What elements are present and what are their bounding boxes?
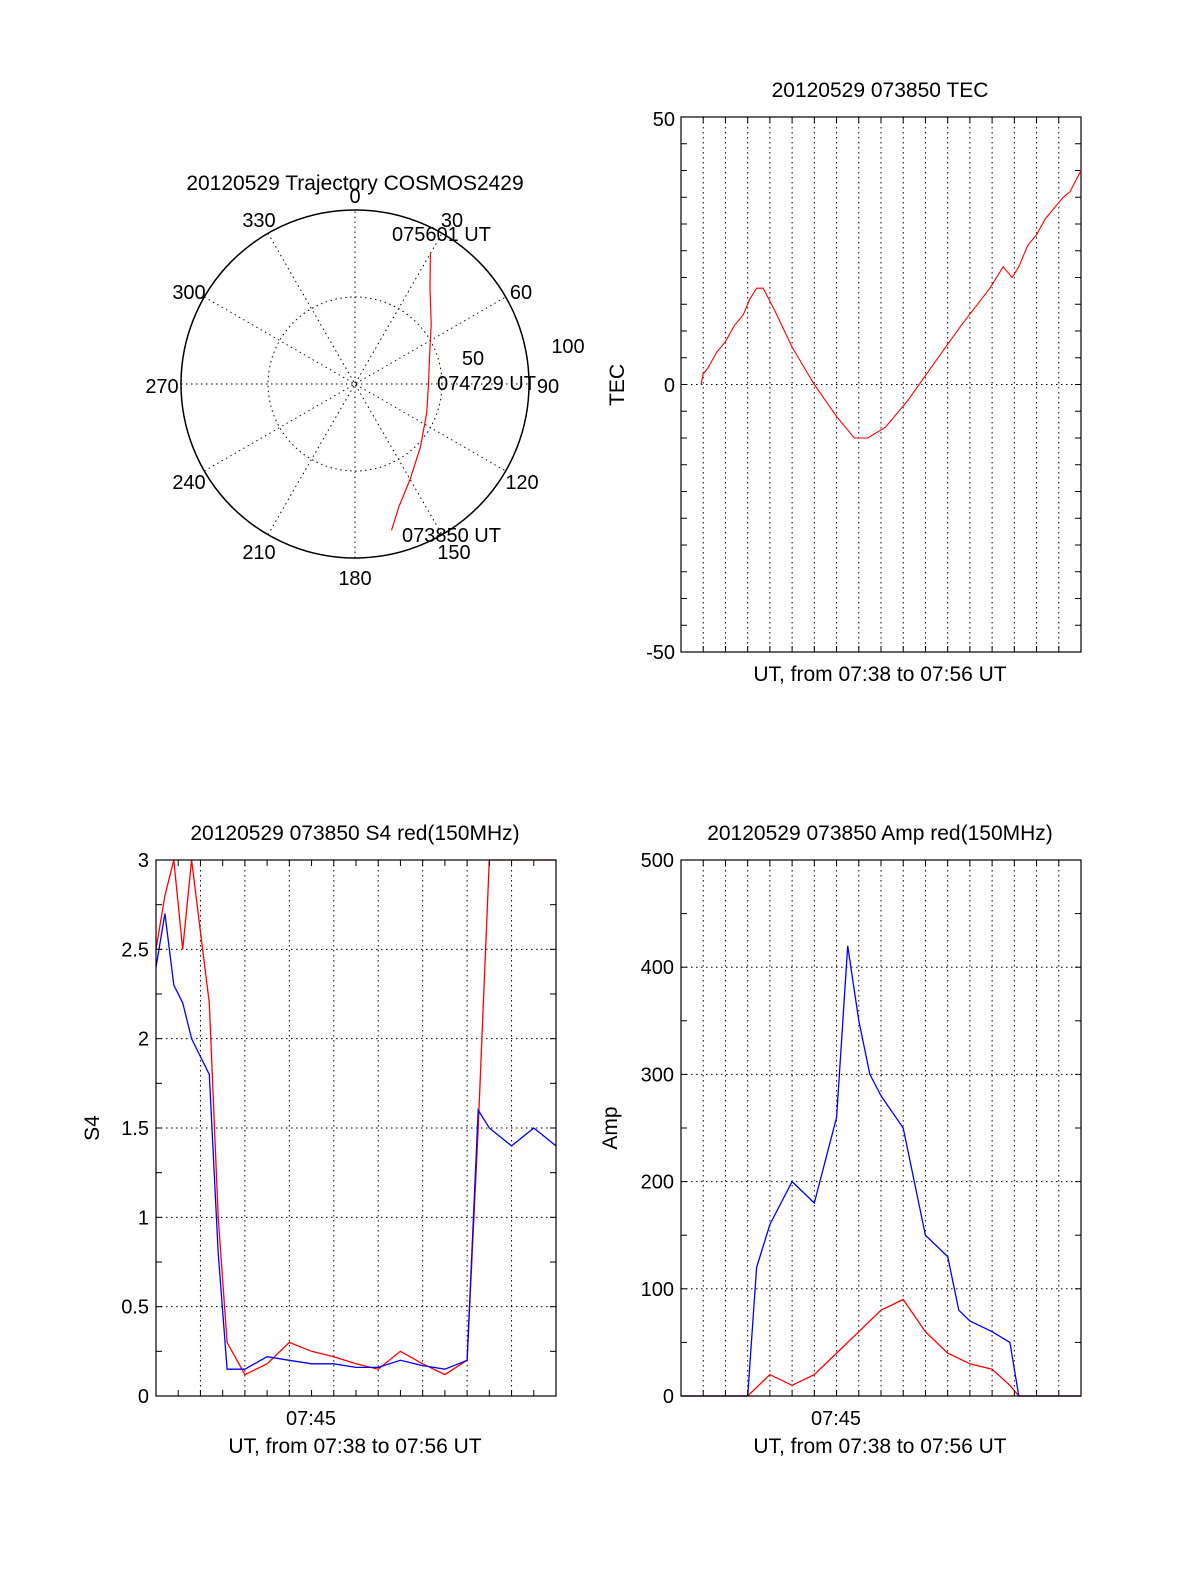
amp-series-red <box>681 1298 1081 1397</box>
polar-grid-spoke <box>204 296 506 472</box>
y-tick-label: 2 <box>138 1029 149 1051</box>
tec-chart: 20120529 073850 TEC 50 0 -50 TEC UT, fro… <box>606 79 1082 686</box>
polar-az-label-120: 120 <box>505 472 538 494</box>
tec-ytick-top: 50 <box>653 109 675 131</box>
y-tick-label: 0.5 <box>121 1297 149 1319</box>
amp-tick-marks <box>681 860 1081 1396</box>
polar-annotation-mid: 074729 UT <box>437 373 536 395</box>
polar-az-label-210: 210 <box>242 542 275 564</box>
polar-chart: 20120529 Trajectory COSMOS2429 0 30 60 9… <box>145 172 584 590</box>
s4-xlabel: UT, from 07:38 to 07:56 UT <box>228 1435 481 1458</box>
tec-series-line <box>700 170 1082 439</box>
polar-annotation-start: 073850 UT <box>402 525 501 547</box>
amp-ytick-labels: 0 100 200 300 400 500 <box>641 850 674 1408</box>
polar-az-label-300: 300 <box>172 282 205 304</box>
s4-xtick-label: 07:45 <box>286 1408 336 1430</box>
polar-grid-spoke <box>267 233 443 535</box>
polar-annotation-end: 075601 UT <box>392 224 491 246</box>
s4-series-red <box>155 859 556 1376</box>
amp-chart: 20120529 073850 Amp red(150MHz) 0 100 200 3… <box>599 822 1082 1458</box>
tec-ytick-mid: 0 <box>664 375 675 397</box>
polar-az-label-330: 330 <box>242 210 275 232</box>
polar-az-label-30: 30 <box>441 210 463 232</box>
amp-title: 20120529 073850 Amp red(150MHz) <box>707 822 1053 845</box>
s4-tick-marks <box>156 860 556 1396</box>
polar-az-label-270: 270 <box>145 376 178 398</box>
tec-ylabel: TEC <box>606 364 629 406</box>
polar-az-label-90: 90 <box>537 376 559 398</box>
s4-ytick-labels: 0 0.5 1 1.5 2 2.5 3 <box>121 850 149 1408</box>
y-tick-label: 3 <box>138 850 149 872</box>
y-tick-label: 1.5 <box>121 1118 149 1140</box>
amp-ylabel: Amp <box>599 1106 622 1149</box>
amp-series-blue <box>681 945 1081 1397</box>
polar-grid-spoke <box>267 233 443 535</box>
y-tick-label: 500 <box>641 850 674 872</box>
y-tick-label: 100 <box>641 1279 674 1301</box>
tec-ytick-bottom: -50 <box>646 642 675 664</box>
polar-radial-label-100: 100 <box>551 336 584 358</box>
polar-grid-spoke <box>204 296 506 472</box>
amp-grid <box>681 860 1081 1396</box>
s4-series-blue <box>155 913 557 1370</box>
y-tick-label: 200 <box>641 1172 674 1194</box>
polar-trajectory-line <box>390 253 432 531</box>
tec-tick-marks <box>681 117 1081 652</box>
amp-series-group <box>681 945 1081 1397</box>
y-tick-label: 1 <box>138 1207 149 1229</box>
s4-series-group <box>155 859 557 1376</box>
s4-title: 20120529 073850 S4 red(150MHz) <box>190 822 519 845</box>
y-tick-label: 300 <box>641 1064 674 1086</box>
s4-ylabel: S4 <box>81 1115 104 1141</box>
polar-az-label-0: 0 <box>349 186 360 208</box>
polar-grid-circle-inner <box>267 296 443 472</box>
y-tick-label: 0 <box>138 1386 149 1408</box>
polar-grid <box>181 210 529 558</box>
amp-xlabel: UT, from 07:38 to 07:56 UT <box>753 1435 1006 1458</box>
polar-az-label-180: 180 <box>338 568 371 590</box>
polar-title: 20120529 Trajectory COSMOS2429 <box>186 172 523 195</box>
tec-grid <box>681 117 1081 652</box>
polar-horizon-circle <box>180 209 530 559</box>
tec-title: 20120529 073850 TEC <box>772 79 989 102</box>
tec-xlabel: UT, from 07:38 to 07:56 UT <box>753 663 1006 686</box>
s4-grid <box>156 860 556 1396</box>
polar-radial-label-50: 50 <box>462 348 484 370</box>
polar-az-label-60: 60 <box>510 282 532 304</box>
y-tick-label: 400 <box>641 957 674 979</box>
polar-az-label-240: 240 <box>172 472 205 494</box>
polar-az-label-150: 150 <box>437 542 470 564</box>
amp-xtick-label: 07:45 <box>811 1408 861 1430</box>
y-tick-label: 0 <box>663 1386 674 1408</box>
y-tick-label: 2.5 <box>121 939 149 961</box>
s4-chart: 20120529 073850 S4 red(150MHz) 0 0.5 1 1.5 2… <box>81 822 557 1458</box>
